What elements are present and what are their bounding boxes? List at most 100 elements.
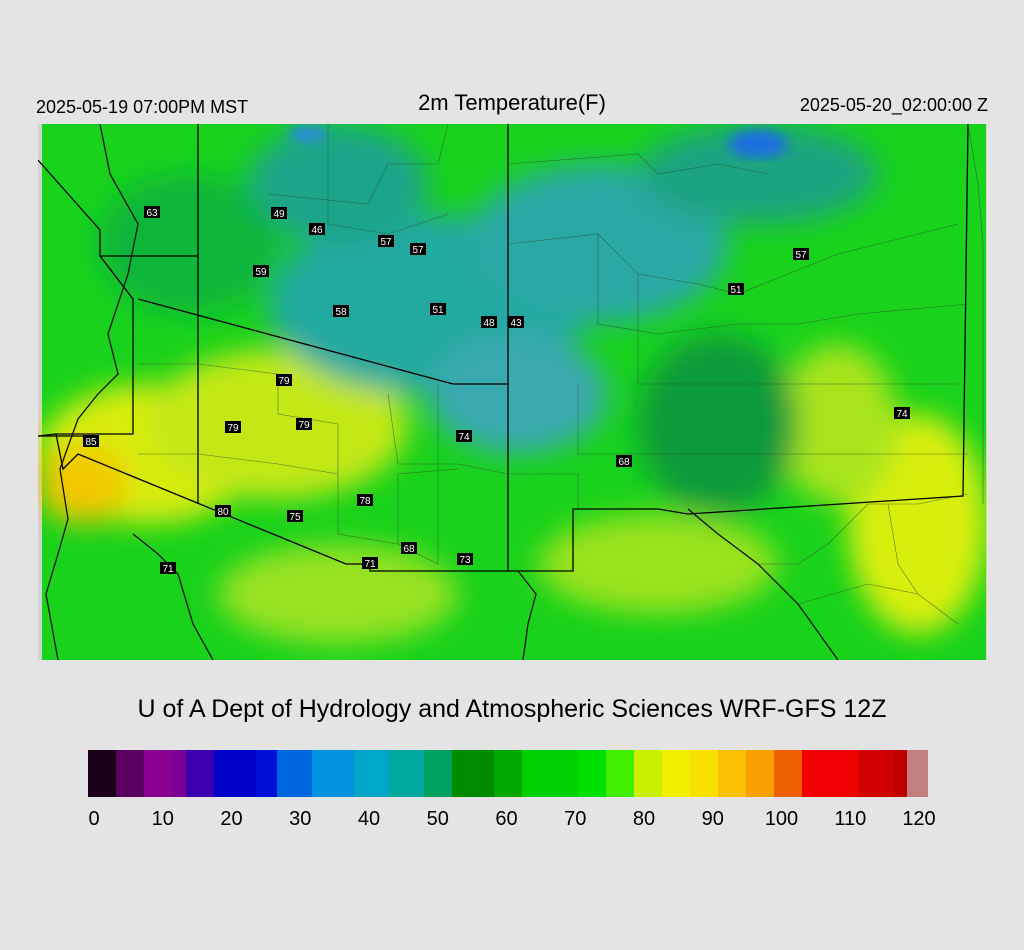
colorbar-tick-label: 60 <box>495 808 518 830</box>
station-label: 78 <box>357 494 373 507</box>
temperature-map: 63 49 46 57 57 59 58 51 48 43 51 57 79 79 79 85 74 68 74 80… <box>38 124 987 660</box>
colorbar-tick-label: 50 <box>426 808 449 830</box>
station-value: 79 <box>298 420 310 431</box>
colorbar-tick-label: 0 <box>88 808 100 830</box>
valid-time-label: 2025-05-20_02:00:00 Z <box>799 95 988 115</box>
colorbar-tick-label: 20 <box>220 808 243 830</box>
station-value: 85 <box>85 437 97 448</box>
station-label: 79 <box>225 421 241 434</box>
station-value: 51 <box>730 285 742 296</box>
temperature-colorbar <box>88 750 928 797</box>
colorbar-segment <box>858 750 894 797</box>
station-label: 79 <box>296 418 312 431</box>
colorbar-tick-label: 120 <box>902 808 936 830</box>
colorbar-segment <box>522 750 579 797</box>
colorbar-tick-label: 100 <box>764 808 799 830</box>
colorbar-tick-label: 40 <box>357 808 381 830</box>
colorbar-segment <box>662 750 691 797</box>
station-value: 63 <box>146 208 158 219</box>
station-value: 74 <box>896 409 908 420</box>
colorbar-segment <box>172 750 187 797</box>
station-label: 48 <box>481 316 497 329</box>
station-label: 51 <box>430 303 446 316</box>
station-label: 71 <box>160 562 176 575</box>
station-label: 49 <box>271 207 287 220</box>
colorbar-tick-label: 80 <box>632 808 656 830</box>
colorbar-segment <box>277 750 313 797</box>
station-label: 74 <box>456 430 472 443</box>
station-value: 71 <box>162 564 174 575</box>
station-value: 59 <box>255 267 267 278</box>
station-label: 58 <box>333 305 349 318</box>
station-label: 85 <box>83 435 99 448</box>
station-value: 74 <box>458 432 470 443</box>
station-label: 59 <box>253 265 269 278</box>
station-value: 75 <box>289 512 301 523</box>
station-value: 78 <box>359 496 371 507</box>
local-time-label: 2025-05-19 07:00PM MST <box>36 97 249 117</box>
colorbar-segment <box>354 750 390 797</box>
station-label: 79 <box>276 374 292 387</box>
colorbar-segment <box>844 750 859 797</box>
station-label: 46 <box>309 223 325 236</box>
colorbar-segment <box>116 750 145 797</box>
station-value: 73 <box>459 555 471 566</box>
colorbar-segment <box>312 750 355 797</box>
colorbar-segment <box>186 750 215 797</box>
colorbar-segment <box>774 750 803 797</box>
colorbar-segment <box>214 750 257 797</box>
county-boundaries <box>138 124 984 625</box>
colorbar-tick-label: 30 <box>289 808 312 830</box>
station-value: 46 <box>311 225 323 236</box>
station-value: 57 <box>795 250 807 261</box>
station-value: 80 <box>217 507 229 518</box>
colorbar-segment <box>907 750 928 797</box>
colorbar-segment <box>88 750 117 797</box>
colorbar-segment <box>802 750 845 797</box>
station-label: 57 <box>793 248 809 261</box>
station-label: 75 <box>287 510 303 523</box>
colorbar-segment <box>452 750 495 797</box>
colorbar-segment <box>746 750 775 797</box>
station-label: 43 <box>508 316 524 329</box>
colorbar-segment <box>578 750 607 797</box>
station-value: 68 <box>618 457 630 468</box>
colorbar-segment <box>494 750 523 797</box>
station-value: 51 <box>432 305 444 316</box>
colorbar-tick-label: 70 <box>564 808 587 830</box>
station-label: 68 <box>616 455 632 468</box>
colorbar-segment <box>424 750 453 797</box>
station-value: 57 <box>412 245 424 256</box>
colorbar-segment <box>144 750 173 797</box>
colorbar-segment <box>256 750 278 797</box>
map-title: 2m Temperature(F) <box>418 90 606 115</box>
station-label: 71 <box>362 557 378 570</box>
colorbar-segment <box>634 750 663 797</box>
station-label: 80 <box>215 505 231 518</box>
station-labels: 63 49 46 57 57 59 58 51 48 43 51 57 79 79 79 85 74 68 74 80… <box>83 206 910 575</box>
station-label: 68 <box>401 542 417 555</box>
colorbar-segment <box>690 750 719 797</box>
station-value: 48 <box>483 318 495 329</box>
colorbar-segment <box>893 750 908 797</box>
temperature-field <box>38 124 987 660</box>
colorbar-segment <box>606 750 635 797</box>
colorbar-tick-label: 110 <box>834 808 867 830</box>
station-value: 49 <box>273 209 285 220</box>
station-label: 73 <box>457 553 473 566</box>
station-label: 63 <box>144 206 160 219</box>
station-value: 79 <box>227 423 239 434</box>
credit-line: U of A Dept of Hydrology and Atmospheric… <box>137 695 887 723</box>
station-value: 57 <box>380 237 392 248</box>
station-label: 57 <box>410 243 426 256</box>
station-label: 74 <box>894 407 910 420</box>
colorbar-tick-label: 10 <box>151 808 174 830</box>
station-label: 51 <box>728 283 744 296</box>
station-value: 71 <box>364 559 376 570</box>
station-value: 68 <box>403 544 415 555</box>
station-value: 58 <box>335 307 347 318</box>
state-boundaries <box>38 124 969 572</box>
colorbar-segment <box>389 750 425 797</box>
station-value: 79 <box>278 376 290 387</box>
colorbar-tick-label: 90 <box>701 808 724 830</box>
